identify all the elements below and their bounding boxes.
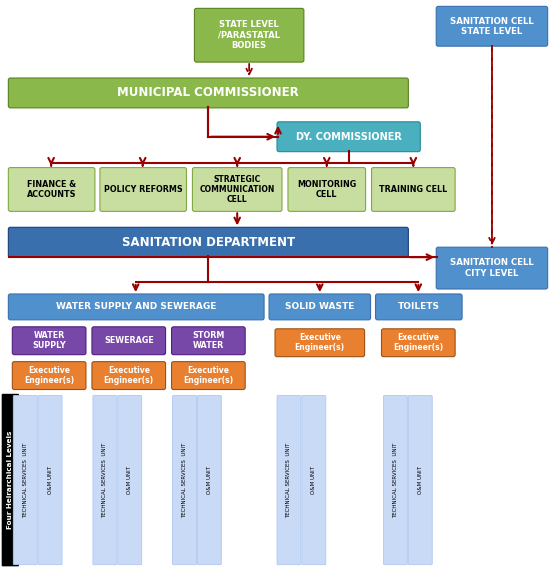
FancyBboxPatch shape	[8, 78, 408, 108]
Text: O&M UNIT: O&M UNIT	[127, 466, 132, 494]
Text: POLICY REFORMS: POLICY REFORMS	[104, 185, 183, 194]
Text: Executive
Engineer(s): Executive Engineer(s)	[24, 366, 74, 385]
FancyBboxPatch shape	[302, 395, 326, 565]
Text: SANITATION DEPARTMENT: SANITATION DEPARTMENT	[122, 236, 295, 249]
Text: TECHNICAL SERVICES  UNIT: TECHNICAL SERVICES UNIT	[23, 443, 28, 518]
FancyBboxPatch shape	[376, 294, 462, 320]
FancyBboxPatch shape	[100, 167, 186, 211]
Text: SANITATION CELL
STATE LEVEL: SANITATION CELL STATE LEVEL	[450, 17, 534, 36]
Text: FINANCE &
ACCOUNTS: FINANCE & ACCOUNTS	[27, 180, 76, 199]
Text: TECHNICAL SERVICES  UNIT: TECHNICAL SERVICES UNIT	[287, 443, 291, 518]
Text: MONITORING
CELL: MONITORING CELL	[297, 180, 356, 199]
FancyBboxPatch shape	[118, 395, 142, 565]
FancyBboxPatch shape	[371, 167, 455, 211]
Text: Four Heirarchical Levels: Four Heirarchical Levels	[7, 431, 13, 529]
Text: TECHNICAL SERVICES  UNIT: TECHNICAL SERVICES UNIT	[182, 443, 187, 518]
Text: SEWERAGE: SEWERAGE	[104, 336, 153, 345]
Text: Executive
Engineer(s): Executive Engineer(s)	[295, 333, 345, 353]
Text: WATER SUPPLY AND SEWERAGE: WATER SUPPLY AND SEWERAGE	[56, 302, 216, 312]
FancyBboxPatch shape	[38, 395, 62, 565]
Text: SOLID WASTE: SOLID WASTE	[285, 302, 354, 312]
Text: WATER
SUPPLY: WATER SUPPLY	[32, 331, 66, 350]
Text: O&M UNIT: O&M UNIT	[48, 466, 53, 494]
Text: TECHNICAL SERVICES  UNIT: TECHNICAL SERVICES UNIT	[102, 443, 108, 518]
Text: TECHNICAL SERVICES  UNIT: TECHNICAL SERVICES UNIT	[393, 443, 398, 518]
Text: Executive
Engineer(s): Executive Engineer(s)	[393, 333, 444, 353]
Text: DY. COMMISSIONER: DY. COMMISSIONER	[296, 132, 402, 142]
Text: O&M UNIT: O&M UNIT	[207, 466, 212, 494]
FancyBboxPatch shape	[12, 327, 86, 355]
FancyBboxPatch shape	[193, 167, 282, 211]
Text: STORM
WATER: STORM WATER	[192, 331, 225, 350]
Text: O&M UNIT: O&M UNIT	[418, 466, 423, 494]
FancyBboxPatch shape	[277, 395, 301, 565]
FancyBboxPatch shape	[8, 227, 408, 257]
FancyBboxPatch shape	[269, 294, 371, 320]
FancyBboxPatch shape	[12, 362, 86, 389]
FancyBboxPatch shape	[277, 122, 421, 152]
FancyBboxPatch shape	[288, 167, 366, 211]
FancyBboxPatch shape	[436, 6, 548, 46]
FancyBboxPatch shape	[92, 362, 166, 389]
Text: Executive
Engineer(s): Executive Engineer(s)	[104, 366, 154, 385]
Text: STATE LEVEL
/PARASTATAL
BODIES: STATE LEVEL /PARASTATAL BODIES	[218, 20, 280, 50]
FancyBboxPatch shape	[172, 395, 197, 565]
FancyBboxPatch shape	[198, 395, 221, 565]
FancyBboxPatch shape	[436, 247, 548, 289]
Text: TRAINING CELL: TRAINING CELL	[379, 185, 447, 194]
FancyBboxPatch shape	[171, 362, 245, 389]
FancyBboxPatch shape	[171, 327, 245, 355]
FancyBboxPatch shape	[8, 167, 95, 211]
Text: Executive
Engineer(s): Executive Engineer(s)	[183, 366, 234, 385]
FancyBboxPatch shape	[92, 327, 166, 355]
FancyBboxPatch shape	[8, 294, 264, 320]
Text: MUNICIPAL COMMISSIONER: MUNICIPAL COMMISSIONER	[118, 87, 299, 99]
Text: O&M UNIT: O&M UNIT	[311, 466, 316, 494]
FancyBboxPatch shape	[2, 395, 18, 565]
Text: STRATEGIC
COMMUNICATION
CELL: STRATEGIC COMMUNICATION CELL	[199, 175, 275, 204]
Text: SANITATION CELL
CITY LEVEL: SANITATION CELL CITY LEVEL	[450, 258, 534, 278]
FancyBboxPatch shape	[93, 395, 117, 565]
FancyBboxPatch shape	[408, 395, 432, 565]
Text: TOILETS: TOILETS	[398, 302, 440, 312]
FancyBboxPatch shape	[275, 329, 365, 357]
FancyBboxPatch shape	[13, 395, 37, 565]
FancyBboxPatch shape	[194, 8, 304, 62]
FancyBboxPatch shape	[384, 395, 407, 565]
FancyBboxPatch shape	[381, 329, 455, 357]
